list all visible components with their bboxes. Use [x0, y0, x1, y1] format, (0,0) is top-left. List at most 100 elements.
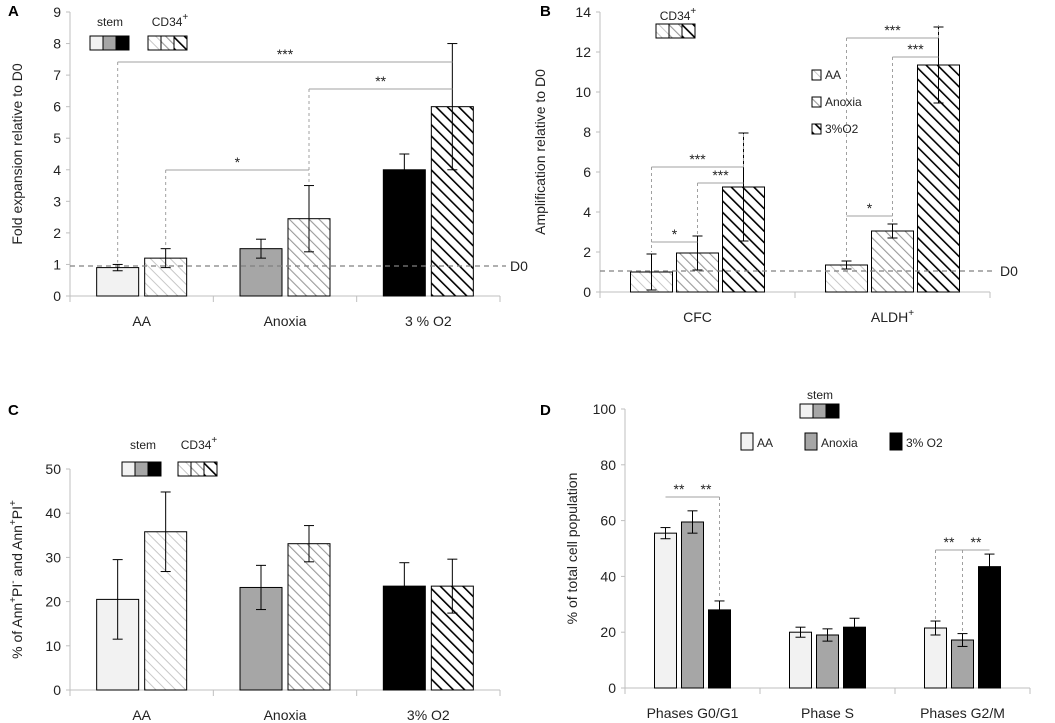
panel-d-y-tick-label: 40	[600, 568, 616, 584]
panel-a-significance-label: **	[375, 73, 386, 89]
panel-a-y-tick-label: 5	[53, 130, 61, 146]
panel-c-bar	[239, 586, 283, 691]
panel-a-legend-cd34-swatch	[173, 35, 188, 51]
panel-b-y-tick-label: 4	[583, 204, 591, 220]
panel-a-category-label: Anoxia	[264, 313, 307, 329]
panel-d-legend-stem-swatch	[799, 403, 814, 419]
panel-d-significance-label: **	[944, 534, 955, 550]
panel-b-y-tick-label: 2	[583, 244, 591, 260]
panel-d-legend-label: Anoxia	[821, 436, 858, 450]
panel-b-bar	[871, 230, 914, 293]
panel-b-legend-cd34-swatch	[668, 23, 683, 39]
panel-b-significance-label: ***	[689, 151, 706, 167]
panel-d-y-tick-label: 60	[600, 513, 616, 529]
panel-c-y-tick-label: 0	[53, 682, 61, 698]
panel-b-legend-label: 3%O2	[825, 122, 859, 136]
panel-b-y-tick-label: 10	[575, 84, 591, 100]
panel-a-category-label: 3 % O2	[405, 313, 452, 329]
panel-d-category-label: Phase S	[801, 705, 854, 721]
panel-c-y-tick-label: 50	[45, 461, 61, 477]
panel-a-y-tick-label: 8	[53, 36, 61, 52]
panel-b-significance-label: *	[672, 226, 678, 242]
panel-d-letter: D	[540, 402, 551, 419]
panel-a-legend-stem-swatch	[89, 35, 104, 51]
panel-a-legend-cd34-swatch	[147, 35, 162, 51]
panel-a-letter: A	[8, 3, 19, 20]
panel-a-y-tick-label: 9	[53, 4, 61, 20]
panel-b-legend-label: Anoxia	[825, 95, 862, 109]
panel-b-y-tick-label: 14	[575, 4, 591, 20]
panel-b-legend-cd34-label: CD34+	[660, 6, 697, 23]
panel-b-letter: B	[540, 3, 551, 20]
panel-d-legend-stem-swatch	[825, 403, 840, 419]
panel-a-legend-stem-swatch	[115, 35, 130, 51]
panel-b-y-tick-label: 6	[583, 164, 591, 180]
panel-c-category-label: AA	[132, 707, 151, 723]
panel-d-legend-label: AA	[757, 436, 773, 450]
panel-b-category-label: ALDH+	[871, 308, 914, 325]
panel-c-legend-stem-label: stem	[130, 438, 156, 452]
panel-d-bar	[816, 634, 839, 689]
panel-a-y-tick-label: 7	[53, 67, 61, 83]
panel-d-category-label: Phases G2/M	[920, 705, 1005, 721]
panel-a-significance-label: *	[235, 154, 241, 170]
panel-d-legend-label: 3% O2	[906, 436, 943, 450]
panel-d-bar	[708, 609, 731, 689]
panel-c-y-tick-label: 10	[45, 638, 61, 654]
panel-d-bar	[924, 627, 947, 689]
panel-d-bar	[789, 631, 812, 689]
panel-a-y-axis-label: Fold expansion relative to D0	[9, 63, 25, 245]
panel-a-legend-cd34-label: CD34+	[152, 12, 189, 29]
panel-d-category-label: Phases G0/G1	[647, 705, 739, 721]
panel-d-y-tick-label: 80	[600, 457, 616, 473]
panel-b-legend-label: AA	[825, 68, 841, 82]
panel-d-y-tick-label: 100	[593, 401, 617, 417]
panel-b-significance-label: *	[867, 200, 873, 216]
panel-d-legend-stem-label: stem	[807, 388, 833, 402]
panel-b-legend-cd34-swatch	[681, 23, 696, 39]
panel-a-y-tick-label: 6	[53, 99, 61, 115]
panel-d-significance-label: **	[674, 481, 685, 497]
panel-b-category-label: CFC	[683, 309, 712, 325]
panel-d-significance-label: **	[701, 481, 712, 497]
panel-c-legend-stem-swatch	[134, 461, 149, 477]
panel-d-legend-swatch	[889, 432, 903, 451]
panel-b-legend-cd34-swatch	[655, 23, 670, 39]
panel-a-legend-cd34-swatch	[160, 35, 175, 51]
panel-c-legend-cd34-label: CD34+	[181, 435, 218, 452]
panel-c-legend-stem-swatch	[147, 461, 162, 477]
panel-c-category-label: Anoxia	[264, 707, 307, 723]
panel-c-legend-cd34-swatch	[190, 461, 205, 477]
panel-b-d0-label: D0	[1000, 263, 1018, 279]
panel-b-legend-swatch	[811, 123, 822, 135]
panel-a-y-tick-label: 2	[53, 225, 61, 241]
panel-c-y-tick-label: 30	[45, 549, 61, 565]
panel-c-legend-stem-swatch	[121, 461, 136, 477]
panel-a-significance-label: ***	[277, 46, 294, 62]
panel-a-legend-stem-swatch	[102, 35, 117, 51]
panel-d-bar	[681, 521, 704, 689]
panel-c-legend-cd34-swatch	[203, 461, 218, 477]
panel-c-bar	[287, 543, 331, 691]
panel-c-category-label: 3% O2	[407, 707, 450, 723]
panel-b-legend-swatch	[811, 96, 822, 108]
panel-b-y-tick-label: 0	[583, 284, 591, 300]
panel-d-legend-swatch	[804, 432, 818, 451]
panel-a-bar	[96, 267, 140, 297]
panel-b-significance-label: ***	[907, 41, 924, 57]
panel-d-bar	[951, 639, 974, 689]
panel-b-y-tick-label: 12	[575, 44, 591, 60]
panel-a-y-tick-label: 3	[53, 193, 61, 209]
panel-c-y-tick-label: 20	[45, 594, 61, 610]
panel-b-significance-label: ***	[712, 167, 729, 183]
panel-a-legend-stem-label: stem	[97, 15, 123, 29]
panel-d-y-axis-label: % of total cell population	[564, 473, 580, 625]
panel-b-legend-swatch	[811, 69, 822, 81]
panel-d-bar	[654, 532, 677, 689]
panel-d-bar	[978, 566, 1001, 689]
panel-d-legend-stem-swatch	[812, 403, 827, 419]
panel-a-y-tick-label: 0	[53, 288, 61, 304]
panel-c-y-tick-label: 40	[45, 505, 61, 521]
panel-c-legend-cd34-swatch	[177, 461, 192, 477]
panel-a-bar	[382, 169, 426, 297]
